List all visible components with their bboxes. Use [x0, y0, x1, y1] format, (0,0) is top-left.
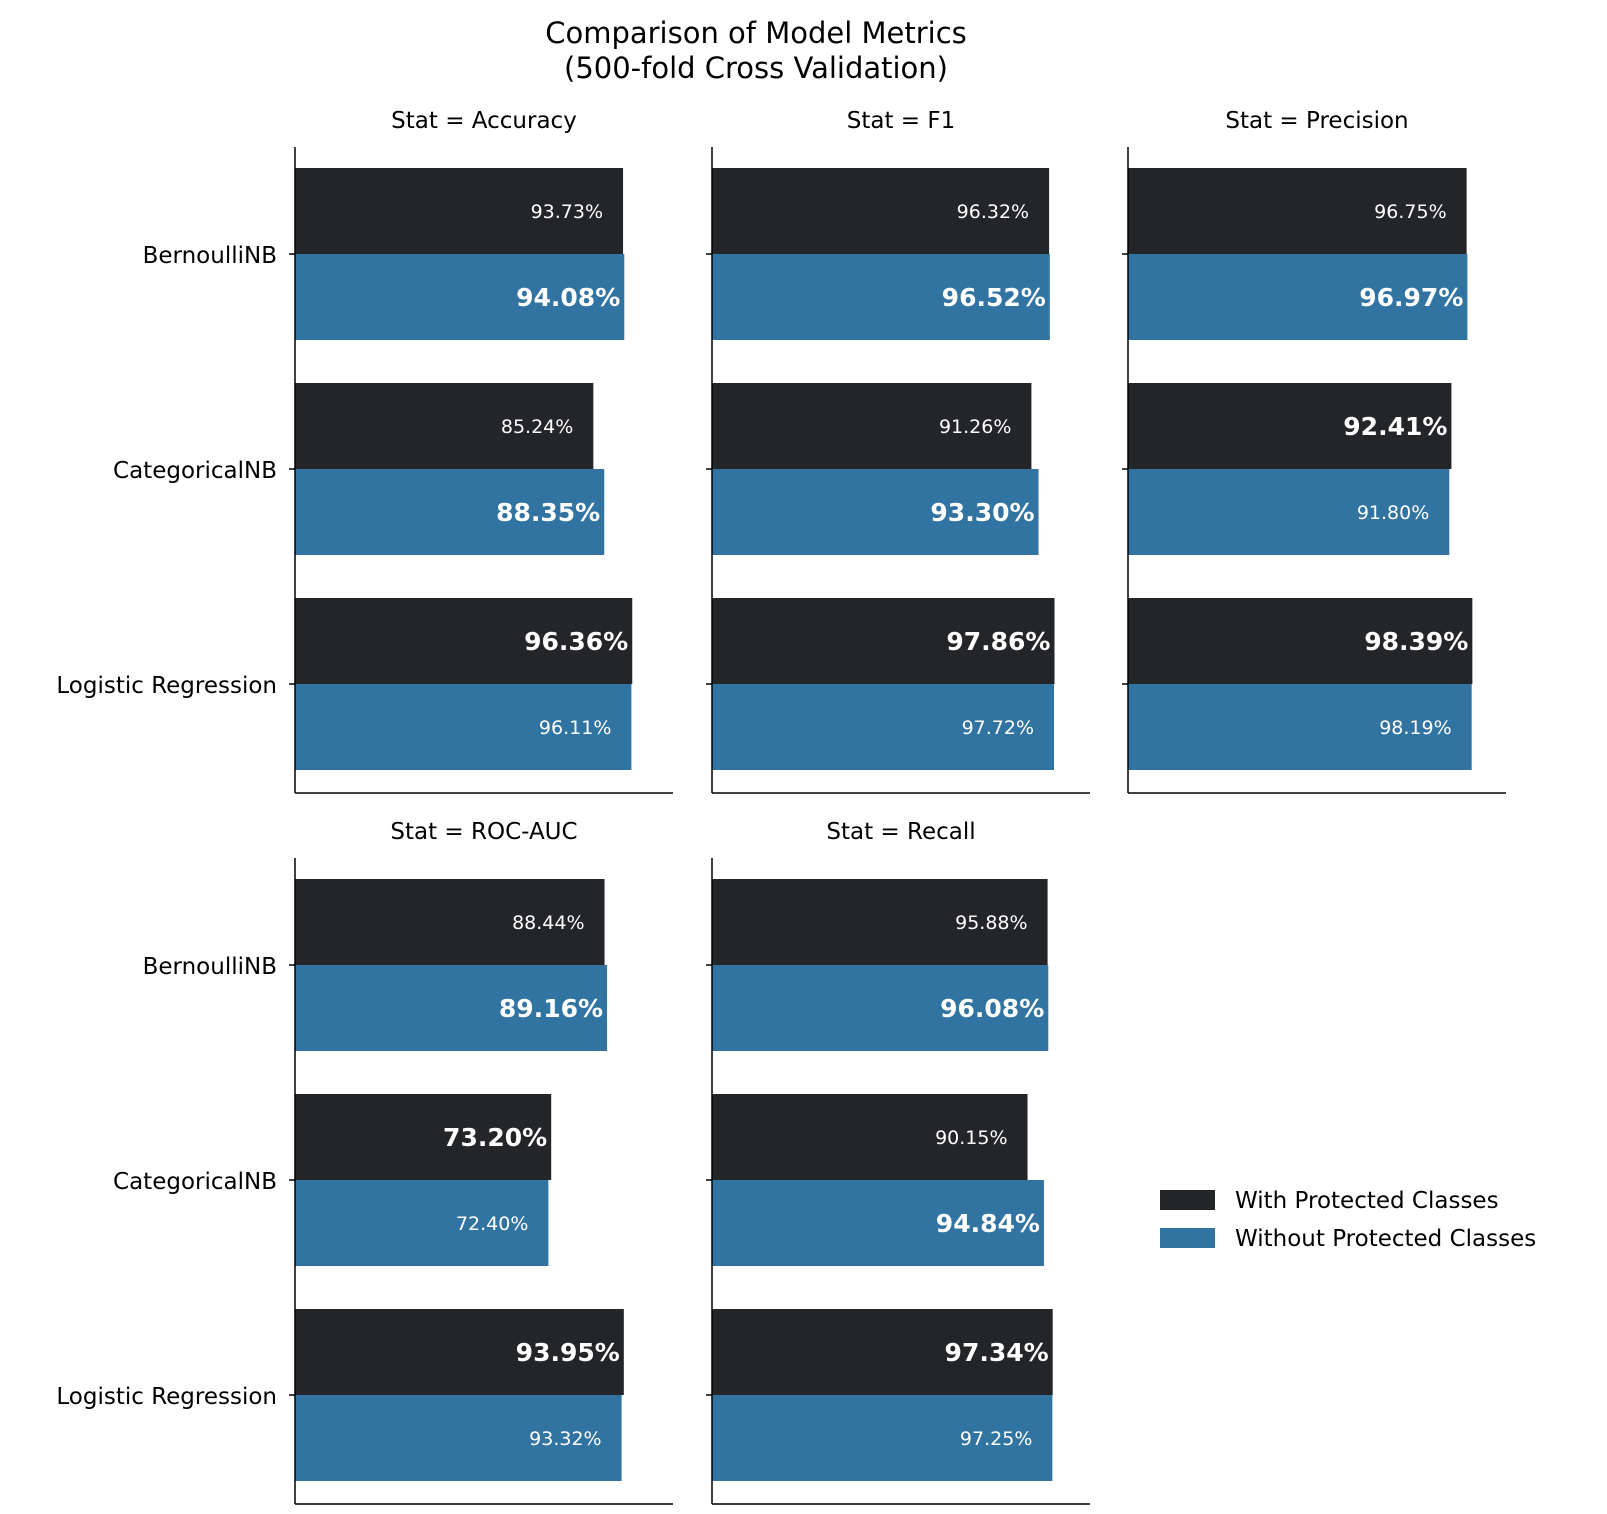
bar-without — [295, 469, 605, 555]
data-label: 88.44% — [512, 912, 584, 934]
bar-without — [295, 965, 608, 1051]
data-label: 96.52% — [942, 283, 1046, 312]
bar-with — [1128, 383, 1452, 469]
data-label: 92.41% — [1343, 412, 1447, 441]
data-label: 96.36% — [524, 627, 628, 656]
bar-without — [712, 1395, 1053, 1481]
data-label: 97.25% — [960, 1428, 1032, 1450]
bar-without — [712, 254, 1050, 340]
y-tick-label: CategoricalNB — [113, 1169, 277, 1195]
y-tick-label: Logistic Regression — [56, 673, 277, 699]
y-tick-label: CategoricalNB — [113, 458, 277, 484]
panel-title: Stat = F1 — [847, 108, 956, 134]
bar-without — [1128, 684, 1472, 770]
bar-without — [712, 1180, 1044, 1266]
legend-label: Without Protected Classes — [1235, 1226, 1536, 1252]
y-tick-label: BernoulliNB — [143, 243, 277, 269]
panels: Stat = Accuracy BernoulliNB 93.73% 94.08% Ca… — [56, 108, 1506, 1505]
data-label: 96.08% — [940, 994, 1044, 1023]
data-label: 98.39% — [1364, 627, 1468, 656]
bar-with — [712, 1094, 1028, 1180]
panel-roc-auc: Stat = ROC-AUC BernoulliNB 88.44% 89.16% Cat… — [56, 819, 673, 1505]
bar-without — [1128, 254, 1468, 340]
bar-without — [295, 1180, 549, 1266]
data-label: 97.34% — [945, 1338, 1049, 1367]
data-label: 94.08% — [516, 283, 620, 312]
bar-without — [712, 469, 1039, 555]
data-label: 97.86% — [946, 627, 1050, 656]
data-label: 96.11% — [539, 717, 611, 739]
bar-with — [712, 879, 1048, 965]
legend-swatch — [1160, 1190, 1215, 1210]
data-label: 73.20% — [443, 1123, 547, 1152]
data-label: 93.30% — [930, 498, 1034, 527]
chart-title: Comparison of Model Metrics — [545, 16, 967, 50]
data-label: 98.19% — [1379, 717, 1451, 739]
data-label: 89.16% — [499, 994, 603, 1023]
panel-title: Stat = Recall — [826, 819, 975, 845]
bar-with — [295, 1309, 624, 1395]
chart-subtitle: (500-fold Cross Validation) — [564, 51, 948, 85]
bar-without — [295, 254, 625, 340]
data-label: 95.88% — [955, 912, 1027, 934]
bar-with — [295, 168, 624, 254]
legend-label: With Protected Classes — [1235, 1188, 1499, 1214]
data-label: 97.72% — [962, 717, 1034, 739]
data-label: 91.80% — [1357, 502, 1429, 524]
legend-swatch — [1160, 1228, 1215, 1248]
panel-title: Stat = ROC-AUC — [390, 819, 577, 845]
bar-with — [712, 383, 1032, 469]
bar-with — [295, 879, 605, 965]
bar-with — [295, 383, 594, 469]
data-label: 72.40% — [456, 1213, 528, 1235]
data-label: 96.75% — [1374, 201, 1446, 223]
data-label: 93.32% — [529, 1428, 601, 1450]
bar-without — [712, 684, 1055, 770]
data-label: 85.24% — [501, 416, 573, 438]
bar-with — [712, 598, 1055, 684]
data-label: 90.15% — [935, 1127, 1007, 1149]
bar-without — [1128, 469, 1450, 555]
y-tick-label: Logistic Regression — [56, 1384, 277, 1410]
panel-f1: Stat = F1 96.32% 96.52% 91.26% 93.30% 97.86% 9… — [706, 108, 1090, 794]
data-label: 96.97% — [1359, 283, 1463, 312]
bar-without — [295, 684, 632, 770]
panel-recall: Stat = Recall 95.88% 96.08% 90.15% 94.84% 97.… — [706, 819, 1090, 1505]
panel-precision: Stat = Precision 96.75% 96.97% 92.41% 91.80%… — [1122, 108, 1506, 794]
bar-with — [295, 598, 633, 684]
y-tick-label: BernoulliNB — [143, 954, 277, 980]
data-label: 91.26% — [939, 416, 1011, 438]
data-label: 93.73% — [531, 201, 603, 223]
bar-without — [712, 965, 1049, 1051]
bar-with — [712, 168, 1050, 254]
data-label: 96.32% — [957, 201, 1029, 223]
panel-accuracy: Stat = Accuracy BernoulliNB 93.73% 94.08% Ca… — [56, 108, 673, 794]
panel-title: Stat = Precision — [1225, 108, 1408, 134]
bar-with — [712, 1309, 1053, 1395]
panel-title: Stat = Accuracy — [391, 108, 577, 134]
bar-with — [1128, 598, 1473, 684]
data-label: 88.35% — [496, 498, 600, 527]
data-label: 93.95% — [516, 1338, 620, 1367]
legend: With Protected Classes Without Protected … — [1160, 1188, 1536, 1252]
bar-without — [295, 1395, 622, 1481]
data-label: 94.84% — [936, 1209, 1040, 1238]
bar-with — [1128, 168, 1467, 254]
bar-with — [295, 1094, 552, 1180]
